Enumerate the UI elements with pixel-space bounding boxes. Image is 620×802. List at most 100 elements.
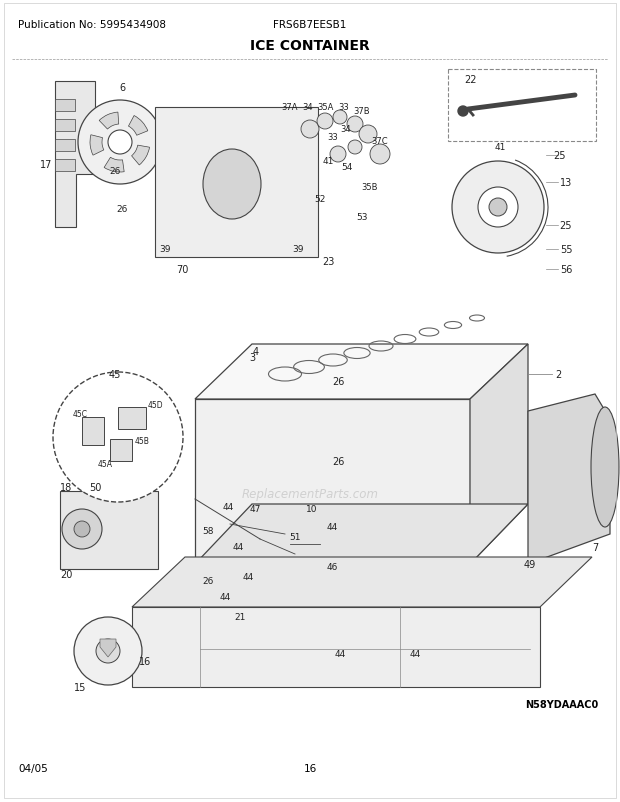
Circle shape bbox=[452, 162, 544, 253]
Text: 45: 45 bbox=[109, 370, 121, 379]
Text: 22: 22 bbox=[464, 75, 477, 85]
Circle shape bbox=[301, 121, 319, 139]
Text: 26: 26 bbox=[109, 166, 121, 176]
Text: 45D: 45D bbox=[148, 401, 164, 410]
Text: 04/05: 04/05 bbox=[18, 763, 48, 773]
Text: 51: 51 bbox=[290, 533, 301, 542]
Circle shape bbox=[359, 126, 377, 144]
Text: 25: 25 bbox=[560, 221, 572, 231]
Text: 34: 34 bbox=[340, 125, 352, 134]
Circle shape bbox=[78, 101, 162, 184]
Polygon shape bbox=[195, 504, 528, 565]
Text: 49: 49 bbox=[524, 559, 536, 569]
Circle shape bbox=[74, 618, 142, 685]
Text: 18: 18 bbox=[60, 482, 73, 492]
Text: 33: 33 bbox=[327, 132, 339, 141]
Polygon shape bbox=[528, 395, 610, 565]
Text: 58: 58 bbox=[202, 527, 214, 536]
Text: 44: 44 bbox=[326, 523, 338, 532]
Text: 17: 17 bbox=[40, 160, 52, 170]
Text: 41: 41 bbox=[494, 144, 506, 152]
Circle shape bbox=[478, 188, 518, 228]
Polygon shape bbox=[132, 607, 540, 687]
Circle shape bbox=[458, 107, 468, 117]
Bar bbox=[82, 418, 104, 445]
Text: 35A: 35A bbox=[317, 103, 333, 112]
Polygon shape bbox=[132, 557, 592, 607]
Text: ICE CONTAINER: ICE CONTAINER bbox=[250, 39, 370, 53]
Bar bbox=[110, 439, 132, 461]
Text: 37B: 37B bbox=[353, 107, 370, 116]
Text: 26: 26 bbox=[332, 456, 344, 467]
Text: 45B: 45B bbox=[135, 437, 150, 446]
Text: 25: 25 bbox=[554, 151, 566, 160]
Bar bbox=[118, 407, 146, 429]
Polygon shape bbox=[195, 399, 470, 565]
Text: 6: 6 bbox=[119, 83, 125, 93]
Text: 56: 56 bbox=[560, 265, 572, 274]
Text: 26: 26 bbox=[202, 577, 214, 585]
Circle shape bbox=[62, 509, 102, 549]
Text: 37C: 37C bbox=[371, 137, 388, 146]
Text: 47: 47 bbox=[249, 505, 260, 514]
Wedge shape bbox=[104, 158, 124, 172]
Wedge shape bbox=[99, 113, 119, 130]
Text: 55: 55 bbox=[560, 245, 572, 255]
Circle shape bbox=[74, 521, 90, 537]
Text: 10: 10 bbox=[306, 505, 317, 514]
Bar bbox=[55, 100, 75, 111]
Text: 44: 44 bbox=[242, 573, 254, 581]
Polygon shape bbox=[195, 345, 528, 399]
Text: 53: 53 bbox=[356, 213, 368, 222]
Polygon shape bbox=[55, 82, 95, 228]
Text: 52: 52 bbox=[314, 195, 326, 205]
Polygon shape bbox=[470, 345, 528, 565]
Text: 45A: 45A bbox=[97, 460, 112, 469]
Wedge shape bbox=[90, 136, 104, 156]
Text: 46: 46 bbox=[326, 563, 338, 572]
Text: Publication No: 5995434908: Publication No: 5995434908 bbox=[18, 20, 166, 30]
Text: 4: 4 bbox=[253, 346, 259, 357]
Text: N58YDAAAC0: N58YDAAAC0 bbox=[525, 699, 598, 709]
Text: 13: 13 bbox=[560, 178, 572, 188]
Text: 44: 44 bbox=[409, 650, 420, 658]
Text: 44: 44 bbox=[219, 593, 231, 602]
Text: 7: 7 bbox=[592, 542, 598, 553]
Circle shape bbox=[108, 131, 132, 155]
Text: ReplacementParts.com: ReplacementParts.com bbox=[242, 488, 378, 501]
Text: 21: 21 bbox=[234, 613, 246, 622]
Text: 23: 23 bbox=[322, 257, 334, 267]
Text: 37A: 37A bbox=[281, 103, 298, 112]
Circle shape bbox=[370, 145, 390, 164]
Text: 3: 3 bbox=[249, 353, 255, 363]
Text: 70: 70 bbox=[176, 265, 188, 274]
Bar bbox=[55, 140, 75, 152]
Circle shape bbox=[96, 639, 120, 663]
Text: 39: 39 bbox=[159, 245, 170, 254]
Bar bbox=[60, 492, 158, 569]
Text: 50: 50 bbox=[89, 482, 101, 492]
Text: 20: 20 bbox=[60, 569, 73, 579]
Text: 44: 44 bbox=[232, 543, 244, 552]
Circle shape bbox=[333, 111, 347, 125]
Circle shape bbox=[489, 199, 507, 217]
Text: 33: 33 bbox=[339, 103, 350, 111]
Text: 34: 34 bbox=[303, 103, 313, 111]
Polygon shape bbox=[100, 639, 116, 657]
Bar bbox=[448, 70, 596, 142]
Text: 16: 16 bbox=[139, 656, 151, 666]
Bar bbox=[55, 160, 75, 172]
Text: 15: 15 bbox=[74, 683, 86, 692]
Text: 26: 26 bbox=[117, 205, 128, 214]
Circle shape bbox=[330, 147, 346, 163]
Text: 2: 2 bbox=[555, 370, 561, 379]
Text: 45C: 45C bbox=[73, 410, 88, 419]
Text: 39: 39 bbox=[292, 245, 304, 254]
Circle shape bbox=[317, 114, 333, 130]
Wedge shape bbox=[131, 146, 149, 166]
Circle shape bbox=[53, 373, 183, 502]
Text: 41: 41 bbox=[322, 157, 334, 166]
Text: 35B: 35B bbox=[361, 184, 378, 192]
Text: FRS6B7EESB1: FRS6B7EESB1 bbox=[273, 20, 347, 30]
Text: 16: 16 bbox=[303, 763, 317, 773]
